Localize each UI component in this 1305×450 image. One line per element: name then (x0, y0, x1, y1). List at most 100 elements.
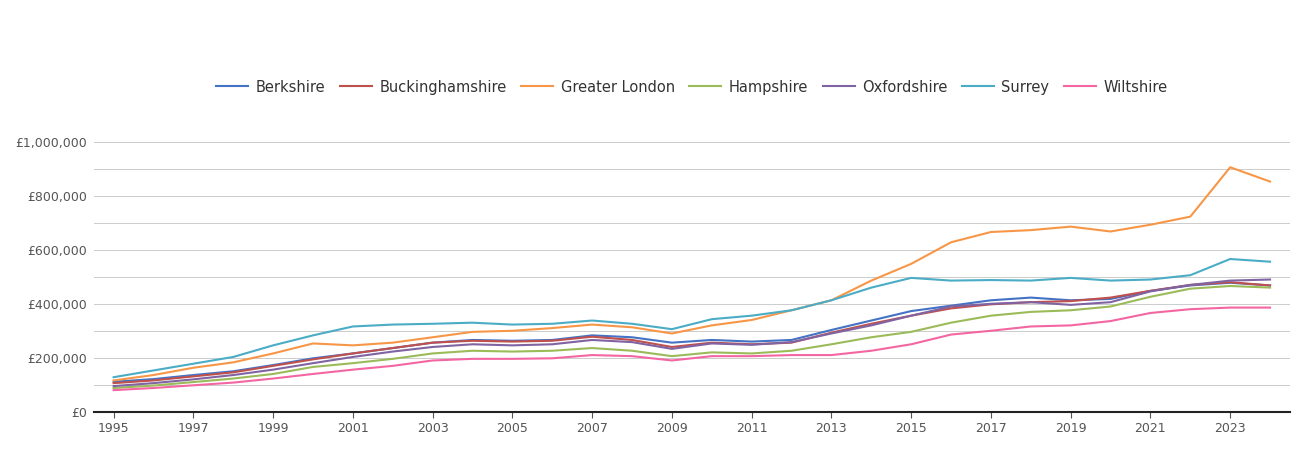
Buckinghamshire (544, 338, 560, 343)
Buckinghamshire (784, 340, 800, 345)
Buckinghamshire (345, 351, 360, 356)
Surrey (1062, 275, 1078, 281)
Greater London (544, 325, 560, 331)
Berkshire (185, 372, 201, 378)
Buckinghamshire (265, 363, 281, 369)
Greater London (784, 308, 800, 313)
Greater London (465, 329, 480, 334)
Surrey (1223, 256, 1238, 262)
Berkshire (664, 340, 680, 345)
Surrey (1182, 273, 1198, 278)
Wiltshire (1182, 306, 1198, 312)
Oxfordshire (864, 323, 880, 328)
Wiltshire (585, 352, 600, 358)
Hampshire (1223, 284, 1238, 289)
Hampshire (1182, 286, 1198, 292)
Surrey (664, 326, 680, 332)
Wiltshire (185, 382, 201, 388)
Surrey (1023, 278, 1039, 284)
Line: Buckinghamshire: Buckinghamshire (114, 282, 1270, 383)
Buckinghamshire (1023, 300, 1039, 305)
Surrey (624, 321, 639, 326)
Wiltshire (305, 371, 321, 377)
Hampshire (146, 383, 162, 388)
Hampshire (703, 350, 719, 355)
Berkshire (226, 369, 241, 374)
Berkshire (784, 337, 800, 342)
Surrey (1262, 259, 1278, 265)
Surrey (983, 277, 998, 283)
Wiltshire (1062, 323, 1078, 328)
Surrey (146, 368, 162, 373)
Buckinghamshire (864, 321, 880, 326)
Surrey (106, 374, 121, 380)
Hampshire (106, 385, 121, 391)
Oxfordshire (744, 342, 760, 347)
Surrey (385, 322, 401, 327)
Legend: Berkshire, Buckinghamshire, Greater London, Hampshire, Oxfordshire, Surrey, Wilt: Berkshire, Buckinghamshire, Greater Lond… (210, 74, 1173, 100)
Oxfordshire (983, 301, 998, 306)
Berkshire (425, 340, 441, 345)
Greater London (983, 230, 998, 235)
Hampshire (226, 376, 241, 381)
Oxfordshire (1062, 302, 1078, 308)
Surrey (1143, 277, 1159, 282)
Berkshire (345, 351, 360, 356)
Wiltshire (1262, 305, 1278, 310)
Oxfordshire (784, 339, 800, 345)
Wiltshire (345, 367, 360, 372)
Greater London (744, 317, 760, 323)
Greater London (1182, 214, 1198, 219)
Surrey (944, 278, 959, 284)
Greater London (664, 331, 680, 336)
Berkshire (903, 308, 919, 314)
Oxfordshire (425, 344, 441, 350)
Berkshire (1223, 280, 1238, 285)
Buckinghamshire (944, 306, 959, 311)
Berkshire (1023, 295, 1039, 300)
Greater London (106, 378, 121, 383)
Greater London (425, 334, 441, 340)
Buckinghamshire (983, 302, 998, 307)
Oxfordshire (385, 349, 401, 354)
Wiltshire (505, 356, 521, 361)
Wiltshire (385, 363, 401, 369)
Oxfordshire (1103, 300, 1118, 305)
Wiltshire (1103, 318, 1118, 324)
Oxfordshire (265, 367, 281, 372)
Hampshire (864, 334, 880, 340)
Hampshire (624, 348, 639, 353)
Wiltshire (864, 348, 880, 353)
Berkshire (864, 318, 880, 323)
Berkshire (385, 345, 401, 351)
Surrey (505, 322, 521, 327)
Line: Berkshire: Berkshire (114, 283, 1270, 382)
Oxfordshire (226, 372, 241, 378)
Buckinghamshire (624, 337, 639, 342)
Greater London (226, 360, 241, 365)
Surrey (465, 320, 480, 325)
Buckinghamshire (185, 374, 201, 379)
Berkshire (544, 337, 560, 342)
Wiltshire (784, 352, 800, 358)
Greater London (265, 351, 281, 356)
Wiltshire (1023, 324, 1039, 329)
Oxfordshire (1143, 289, 1159, 294)
Buckinghamshire (664, 344, 680, 350)
Berkshire (106, 379, 121, 384)
Surrey (1103, 278, 1118, 284)
Hampshire (425, 351, 441, 356)
Buckinghamshire (585, 334, 600, 339)
Berkshire (1143, 288, 1159, 293)
Berkshire (1262, 283, 1278, 288)
Berkshire (744, 339, 760, 344)
Oxfordshire (1223, 278, 1238, 284)
Wiltshire (823, 352, 839, 358)
Wiltshire (544, 356, 560, 361)
Oxfordshire (624, 339, 639, 345)
Wiltshire (146, 385, 162, 391)
Wiltshire (106, 387, 121, 393)
Buckinghamshire (1262, 283, 1278, 288)
Wiltshire (944, 332, 959, 337)
Buckinghamshire (106, 380, 121, 386)
